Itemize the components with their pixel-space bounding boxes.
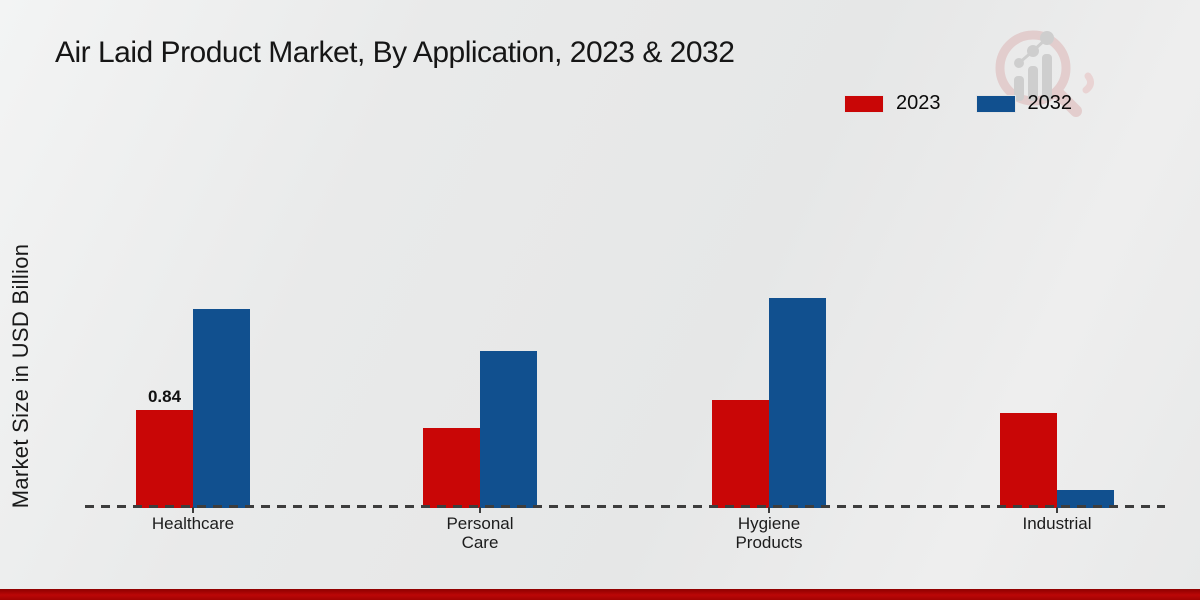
bar-2032-hygiene-products: [769, 298, 826, 508]
bar-2023-industrial: [1000, 413, 1057, 508]
x-axis-baseline: [85, 505, 1165, 508]
footer-accent-bar: [0, 589, 1200, 600]
bar-2032-industrial: [1057, 490, 1114, 508]
logo-dot-2: [1027, 45, 1039, 57]
x-axis-tick: [479, 507, 481, 513]
bar-2023-hygiene-products: [712, 400, 769, 508]
category-label: Healthcare: [151, 514, 235, 533]
magnifier-handle: [1052, 87, 1082, 117]
bar-2023-personal-care: [423, 428, 480, 508]
category-label: Hygiene Products: [735, 514, 803, 552]
logo-bar-2: [1028, 66, 1038, 101]
logo-bar-3: [1042, 54, 1052, 101]
legend-swatch-icon: [976, 95, 1015, 112]
x-axis-tick: [1056, 507, 1058, 513]
bar-data-label: 0.84: [147, 387, 182, 406]
legend-label: 2023: [896, 92, 941, 114]
legend-label: 2032: [1027, 92, 1073, 114]
logo-bar-1: [1014, 76, 1024, 101]
bar-2032-personal-care: [480, 351, 537, 508]
legend-swatch-icon: [845, 95, 883, 112]
logo-dot-3: [1040, 31, 1054, 45]
legend: 2023 2032: [845, 92, 1072, 115]
bar-2032-healthcare: [193, 309, 250, 508]
x-axis-tick: [192, 507, 194, 513]
legend-item-2023: 2023: [845, 92, 941, 115]
logo-dot-1: [1014, 58, 1024, 68]
bar-2023-healthcare: [136, 410, 193, 508]
category-label: Personal Care: [446, 514, 514, 552]
x-axis-tick: [768, 507, 770, 513]
legend-item-2032: 2032: [976, 92, 1073, 115]
chart-title: Air Laid Product Market, By Application,…: [55, 36, 735, 69]
category-label: Industrial: [1022, 514, 1092, 533]
magnifier-growth-logo-icon: [995, 30, 1095, 117]
decorative-stroke: [1082, 72, 1095, 94]
